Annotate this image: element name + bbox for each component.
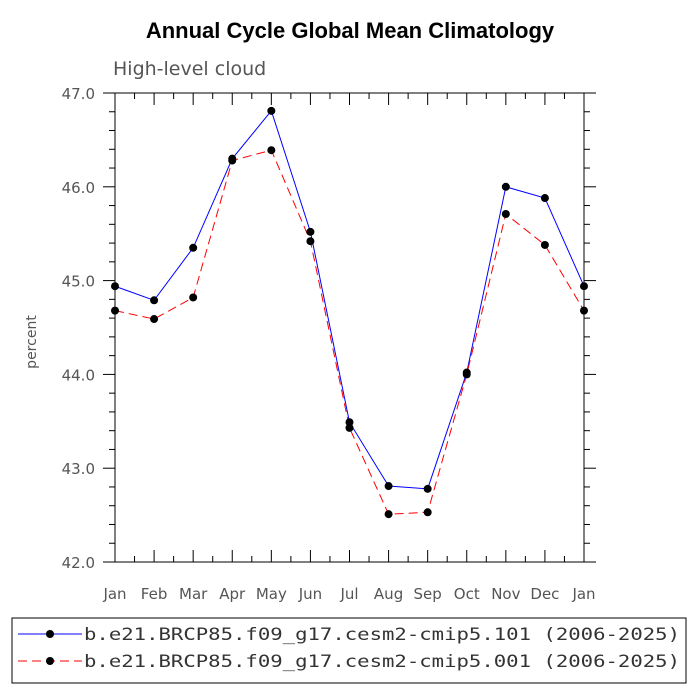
x-tick-label: Mar [179, 585, 208, 603]
series-1-point [267, 106, 276, 115]
series-2-point [306, 237, 315, 246]
series-1-point [580, 282, 588, 291]
series-1-point [189, 243, 198, 252]
series-1-point [423, 484, 432, 493]
legend-label-1: b.e21.BRCP85.f09_g17.cesm2-cmip5.101 (20… [84, 625, 680, 645]
x-tick-label: Nov [491, 585, 520, 603]
chart-subtitle: High-level cloud [113, 58, 266, 80]
y-tick-label: 42.0 [62, 554, 95, 572]
series-2-point [189, 293, 198, 302]
series-2-point [384, 510, 393, 519]
legend-marker-2 [46, 657, 54, 665]
series-2-point [345, 423, 354, 432]
x-tick-label: Jan [102, 585, 126, 603]
legend: b.e21.BRCP85.f09_g17.cesm2-cmip5.101 (20… [18, 625, 680, 672]
series-1-point [345, 418, 354, 427]
series-1-point [540, 194, 549, 203]
series-2-point [580, 306, 588, 315]
series-1-point [111, 282, 119, 291]
y-tick-label: 44.0 [62, 366, 95, 384]
chart-title: Annual Cycle Global Mean Climatology [146, 18, 555, 43]
x-tick-label: May [256, 585, 287, 603]
series-line-1 [114, 109, 585, 490]
series-1-point [384, 482, 393, 491]
y-axis-label: percent [24, 315, 40, 369]
legend-marker-1 [46, 630, 54, 638]
series-1-point [306, 227, 315, 236]
x-tick-label: Jun [298, 585, 322, 603]
series-2-point [267, 146, 276, 155]
y-tick-label: 47.0 [62, 85, 95, 103]
x-tick-label: Feb [141, 585, 168, 603]
x-tick-label: Jan [571, 585, 595, 603]
x-tick-label: Oct [454, 585, 480, 603]
y-tick-label: 46.0 [62, 179, 95, 197]
legend-label-2: b.e21.BRCP85.f09_g17.cesm2-cmip5.001 (20… [84, 652, 680, 672]
x-tick-label: Jul [339, 585, 358, 603]
y-tick-label: 45.0 [62, 273, 95, 291]
legend-box [11, 617, 687, 684]
series-2-point [228, 156, 237, 165]
plot-area-frame [114, 92, 585, 563]
series-2-point [150, 315, 159, 324]
series-2-point [501, 210, 510, 219]
x-tick-label: Aug [374, 585, 403, 603]
series-2-point [423, 508, 432, 517]
x-tick-label: Sep [414, 585, 442, 603]
series-1-point [501, 182, 510, 191]
series-2-point [540, 240, 549, 249]
series-2-point [462, 370, 471, 379]
series-1-point [150, 296, 159, 305]
x-tick-label: Apr [219, 585, 246, 603]
series-2-point [111, 306, 119, 315]
y-tick-label: 43.0 [62, 460, 95, 478]
series-line-2 [114, 149, 585, 515]
x-tick-label: Dec [530, 585, 559, 603]
